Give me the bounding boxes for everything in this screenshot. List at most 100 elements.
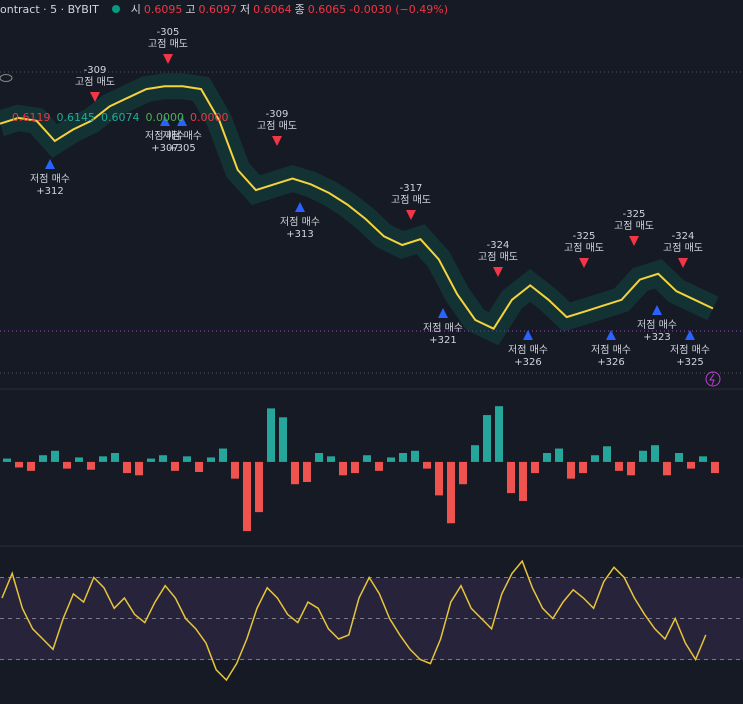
histogram-bar [135,461,143,476]
signal-count: -317 [400,183,423,194]
signal-text: 저점 매수 [162,130,202,142]
signal-count: -309 [84,65,107,76]
histogram-bar [627,461,635,476]
signal-count: -324 [672,231,695,242]
buy-arrow [438,308,448,318]
histogram-bar [435,461,443,496]
sell-arrow [493,267,503,277]
histogram-bar [255,461,263,513]
histogram-bar [183,456,191,462]
histogram-bar [699,456,707,462]
signal-text: 고점 매도 [257,120,297,132]
signal-count: -325 [573,231,596,242]
signal-count: +305 [168,143,195,154]
legend-value: 0.0000 [190,111,229,124]
histogram-bar [3,458,11,462]
histogram-bar [363,455,371,462]
histogram-bar [75,457,83,462]
alert-bolt [709,373,715,386]
histogram-bar [603,446,611,462]
signal-count: +312 [36,186,63,197]
sell-arrow [406,210,416,220]
histogram-bar [399,453,407,462]
histogram-bar [375,461,383,471]
histogram-bar [567,461,575,479]
histogram-bar [591,455,599,462]
histogram-bar [411,450,419,462]
low-label: 저 [240,3,251,16]
histogram-bar [339,461,347,476]
histogram-bar [483,415,491,462]
signal-text: 저점 매수 [280,216,320,228]
histogram-bar [387,457,395,462]
signal-count: -324 [487,240,510,251]
signal-count: +325 [676,357,703,368]
histogram-bar [279,417,287,462]
histogram-bar [291,461,299,485]
legend-value: 0.0000 [145,111,185,124]
histogram-bar [639,450,647,462]
signal-text: 고점 매도 [663,242,703,254]
histogram-bar [663,461,671,476]
histogram-bar [351,461,359,474]
buy-arrow [652,305,662,315]
signal-count: +321 [429,335,456,346]
signal-text: 고점 매도 [148,38,188,50]
histogram-bar [531,461,539,474]
signal-count: -309 [266,109,289,120]
histogram-bar [711,461,719,474]
signal-count: +307 [151,143,178,154]
histogram-bar [675,453,683,462]
histogram-bar [39,455,47,462]
legend-value: 0.6145 [56,111,96,124]
histogram-bar [471,445,479,462]
legend-value: 0.6119 [12,111,51,124]
symbol: ontract · 5 · BYBIT [0,2,99,16]
alert-icon[interactable] [705,371,721,387]
histogram-bar [231,461,239,479]
histogram-bar [87,461,95,470]
open: 0.6095 [143,2,183,16]
histogram-bar [687,461,695,469]
sell-arrow [90,92,100,102]
histogram-bar [303,461,311,482]
histogram-bar [219,448,227,462]
histogram-bar [123,461,131,474]
histogram-bar [159,455,167,462]
buy-arrow [295,202,305,212]
oscillator-line [1,559,707,682]
legend-value: 0.6074 [101,111,140,124]
signal-count: +326 [597,357,624,368]
histogram-bar [651,445,659,462]
signal-text: 고점 매도 [478,251,518,263]
histogram-bar [315,453,323,462]
moving-average [0,85,714,330]
signal-text: 저점 매수 [591,344,631,356]
histogram-bar [543,453,551,462]
histogram-bar [171,461,179,471]
buy-arrow [177,116,187,126]
visibility-icon[interactable] [0,74,13,82]
close: 0.6065 [307,2,347,16]
buy-arrow [606,330,616,340]
histogram-bar [495,406,503,462]
histogram-bar [267,408,275,462]
sell-arrow [272,136,282,146]
signal-text: 고점 매도 [614,220,654,232]
histogram-bar [99,456,107,462]
signal-count: +313 [286,229,313,240]
sell-arrow [678,258,688,268]
histogram-bar [459,461,467,485]
header: ontract · 5 · BYBIT 시 0.6095 고 0.6097 저 … [0,0,448,18]
histogram-bar [27,461,35,471]
histogram-bar [147,458,155,462]
histogram-bar [423,461,431,469]
close-label: 종 [294,3,305,16]
signal-text: 저점 매수 [423,322,463,334]
high: 0.6097 [198,2,238,16]
histogram-bar [63,461,71,469]
signal-text: 고점 매도 [75,76,115,88]
buy-arrow [160,116,170,126]
signal-text: 저점 매수 [637,319,677,331]
